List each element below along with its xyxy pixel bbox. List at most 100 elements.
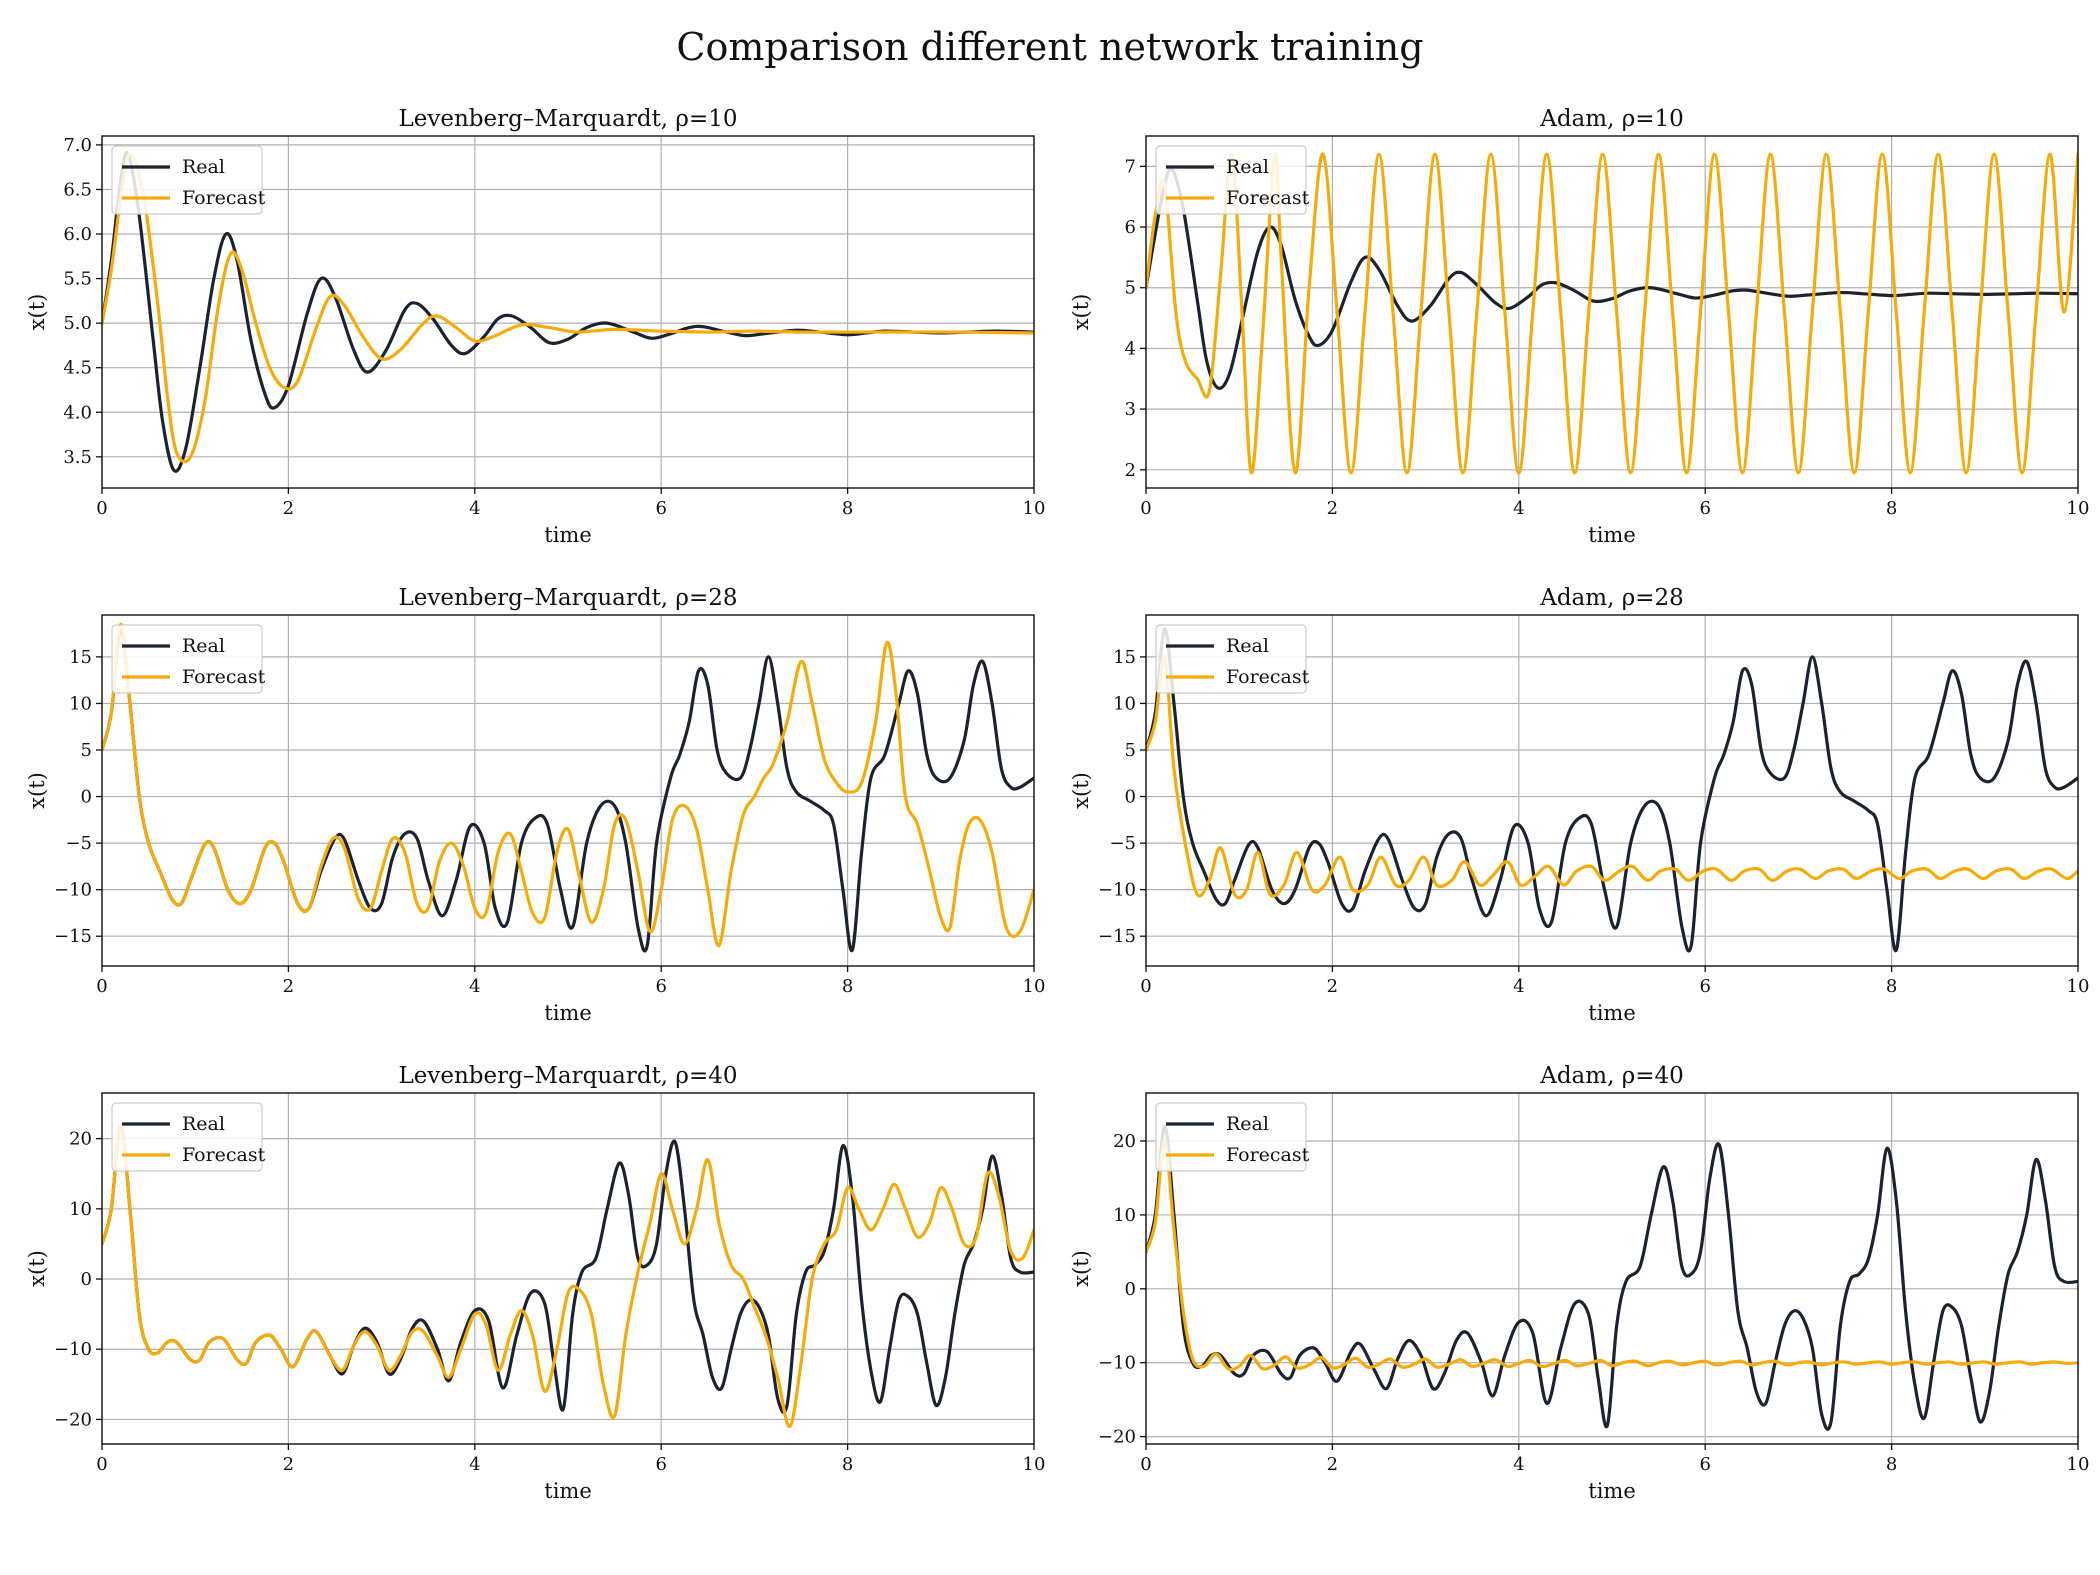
y-tick-label: −20 bbox=[54, 1409, 92, 1430]
y-tick-label: 5.5 bbox=[63, 269, 92, 290]
plot-area bbox=[102, 1122, 1034, 1429]
x-tick-label: 6 bbox=[655, 498, 666, 519]
y-axis-label: x(t) bbox=[25, 1250, 49, 1287]
y-tick-label: 6.0 bbox=[63, 224, 92, 245]
plot-area bbox=[1146, 150, 2078, 475]
x-tick-label: 6 bbox=[655, 1454, 666, 1475]
x-tick-label: 8 bbox=[1886, 976, 1897, 997]
legend-label-real: Real bbox=[1226, 156, 1269, 178]
subplot-3: 0 2 4 6 8 10 −15 −10 −5 0 5 10 15 time x(t) Levenberg–M… bbox=[25, 585, 1045, 1025]
subplot-4: 0 2 4 6 8 10 −15 −10 −5 0 5 10 15 time x(t) Adam, ρ=28 R… bbox=[1069, 585, 2089, 1025]
series-line-real bbox=[1146, 1124, 2078, 1431]
x-tick-label: 4 bbox=[469, 498, 480, 519]
y-tick-label: 10 bbox=[1113, 1205, 1136, 1226]
x-tick-label: 0 bbox=[1140, 1454, 1151, 1475]
x-tick-label: 2 bbox=[1327, 1454, 1338, 1475]
y-axis-label: x(t) bbox=[1069, 772, 1093, 809]
y-tick-label: −15 bbox=[1098, 926, 1136, 947]
subplot-title: Levenberg–Marquardt, ρ=40 bbox=[398, 1063, 737, 1089]
x-tick-label: 0 bbox=[96, 976, 107, 997]
subplot-1: 0 2 4 6 8 10 3.5 4.0 4.5 5.0 5.5 6.0 6.5 7.0 time x(t) L… bbox=[25, 106, 1045, 547]
legend-label-forecast: Forecast bbox=[182, 1144, 266, 1166]
y-tick-label: 4.0 bbox=[63, 402, 92, 423]
y-tick-label: 10 bbox=[1113, 693, 1136, 714]
x-tick-label: 6 bbox=[1699, 498, 1710, 519]
y-tick-label: 0 bbox=[81, 787, 92, 808]
y-tick-label: 4 bbox=[1125, 338, 1136, 359]
y-tick-label: 7 bbox=[1125, 156, 1136, 177]
y-axis-label: x(t) bbox=[25, 294, 49, 331]
y-tick-label: 6 bbox=[1125, 217, 1136, 238]
x-tick-label: 2 bbox=[1327, 976, 1338, 997]
y-tick-label: 10 bbox=[69, 1199, 92, 1220]
subplot-title: Adam, ρ=40 bbox=[1539, 1063, 1684, 1089]
x-tick-label: 4 bbox=[1513, 1454, 1524, 1475]
x-axis-label: time bbox=[1588, 1479, 1636, 1503]
y-tick-label: 4.5 bbox=[63, 358, 92, 379]
y-tick-label: 5 bbox=[1125, 740, 1136, 761]
legend-label-real: Real bbox=[1226, 1113, 1269, 1135]
y-tick-label: −10 bbox=[54, 1339, 92, 1360]
y-tick-label: 0 bbox=[81, 1269, 92, 1290]
subplot-title: Levenberg–Marquardt, ρ=10 bbox=[398, 106, 737, 132]
y-tick-label: 15 bbox=[1113, 647, 1136, 668]
axes-frame bbox=[101, 614, 1035, 967]
x-axis-label: time bbox=[1588, 1001, 1636, 1025]
legend-label-real: Real bbox=[1226, 635, 1269, 657]
legend-label-real: Real bbox=[182, 156, 225, 178]
axes-frame bbox=[101, 1092, 1035, 1445]
x-tick-label: 8 bbox=[842, 1454, 853, 1475]
y-axis-label: x(t) bbox=[25, 772, 49, 809]
legend-label-forecast: Forecast bbox=[1226, 666, 1310, 688]
y-tick-label: −20 bbox=[1098, 1427, 1136, 1448]
legend: Real Forecast bbox=[1155, 1102, 1310, 1172]
subplot-title: Adam, ρ=10 bbox=[1539, 106, 1684, 132]
x-tick-label: 0 bbox=[1140, 498, 1151, 519]
y-tick-label: 20 bbox=[1113, 1131, 1136, 1152]
legend: Real Forecast bbox=[1155, 145, 1310, 215]
subplot-6: 0 2 4 6 8 10 −20 −10 0 10 20 time x(t) Adam, ρ=40 Real… bbox=[1069, 1063, 2089, 1503]
x-axis-label: time bbox=[544, 1001, 592, 1025]
x-axis-label: time bbox=[1588, 523, 1636, 547]
y-tick-label: 3.5 bbox=[63, 447, 92, 468]
figure-title: Comparison different network training bbox=[676, 25, 1423, 69]
x-tick-label: 4 bbox=[1513, 976, 1524, 997]
plot-area bbox=[102, 150, 1034, 473]
legend-label-forecast: Forecast bbox=[182, 666, 266, 688]
y-tick-label: 10 bbox=[69, 693, 92, 714]
y-tick-label: −10 bbox=[54, 880, 92, 901]
x-axis-label: time bbox=[544, 523, 592, 547]
x-tick-label: 2 bbox=[283, 1454, 294, 1475]
series-line-forecast bbox=[102, 152, 1034, 464]
x-tick-label: 10 bbox=[2067, 1454, 2090, 1475]
x-tick-label: 6 bbox=[1699, 976, 1710, 997]
plot-area bbox=[102, 622, 1034, 953]
x-axis-label: time bbox=[544, 1479, 592, 1503]
x-tick-label: 6 bbox=[655, 976, 666, 997]
series-line-real bbox=[1146, 627, 2078, 953]
axes-frame bbox=[1145, 1092, 2079, 1445]
y-tick-label: −15 bbox=[54, 926, 92, 947]
series-line-real bbox=[1146, 166, 2078, 390]
series-line-forecast bbox=[1146, 654, 2078, 900]
x-tick-label: 8 bbox=[1886, 1454, 1897, 1475]
legend-label-real: Real bbox=[182, 635, 225, 657]
y-tick-label: −10 bbox=[1098, 1353, 1136, 1374]
x-tick-label: 10 bbox=[1023, 1454, 1046, 1475]
legend-label-forecast: Forecast bbox=[1226, 187, 1310, 209]
legend: Real Forecast bbox=[111, 1102, 266, 1172]
x-tick-label: 4 bbox=[1513, 498, 1524, 519]
subplot-title: Levenberg–Marquardt, ρ=28 bbox=[398, 585, 737, 611]
x-tick-label: 10 bbox=[1023, 976, 1046, 997]
series-line-real bbox=[102, 150, 1034, 473]
y-tick-label: 0 bbox=[1125, 787, 1136, 808]
x-tick-label: 8 bbox=[842, 498, 853, 519]
legend: Real Forecast bbox=[1155, 624, 1310, 694]
y-tick-label: 6.5 bbox=[63, 179, 92, 200]
series-line-forecast bbox=[102, 622, 1034, 948]
x-tick-label: 4 bbox=[469, 976, 480, 997]
x-tick-label: 8 bbox=[1886, 498, 1897, 519]
y-tick-label: 7.0 bbox=[63, 135, 92, 156]
y-tick-label: 5.0 bbox=[63, 313, 92, 334]
